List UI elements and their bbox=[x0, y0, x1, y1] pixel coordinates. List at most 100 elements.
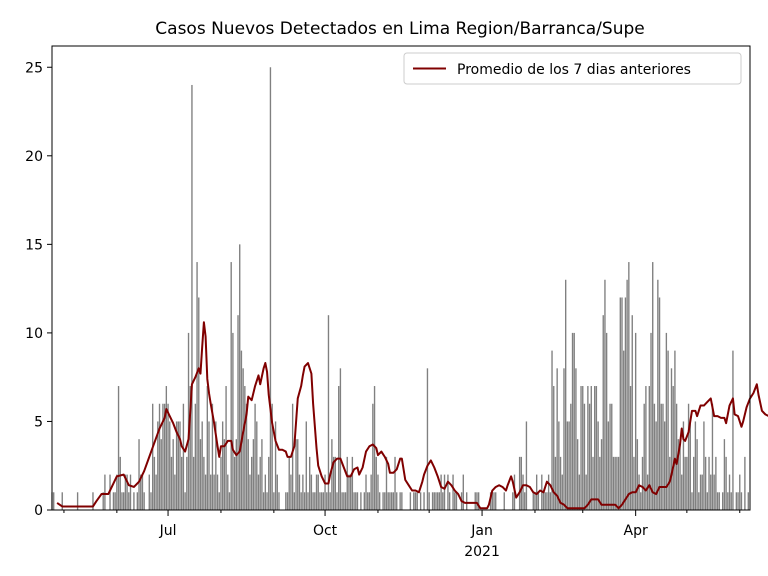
bar bbox=[414, 492, 417, 510]
bar bbox=[416, 492, 418, 510]
bar bbox=[623, 350, 625, 510]
bar bbox=[612, 456, 615, 510]
bar bbox=[128, 492, 130, 510]
bar bbox=[722, 492, 724, 510]
bar bbox=[568, 421, 570, 510]
bar bbox=[338, 386, 340, 510]
bar bbox=[525, 421, 528, 510]
bar bbox=[327, 315, 330, 510]
bar bbox=[626, 279, 628, 510]
bar bbox=[725, 456, 727, 510]
bar bbox=[372, 403, 374, 510]
bar bbox=[153, 456, 156, 510]
bar bbox=[739, 474, 741, 510]
bar bbox=[186, 456, 188, 510]
bar bbox=[187, 332, 190, 510]
bar bbox=[597, 421, 599, 510]
bar bbox=[634, 332, 637, 510]
bar bbox=[409, 492, 412, 510]
bar bbox=[273, 492, 275, 510]
bar bbox=[477, 492, 480, 510]
bar bbox=[426, 368, 429, 510]
bar bbox=[495, 492, 497, 510]
bar bbox=[140, 474, 142, 510]
bar bbox=[512, 492, 514, 510]
bar bbox=[343, 492, 345, 510]
bar bbox=[230, 262, 232, 510]
bar bbox=[324, 474, 326, 510]
bar bbox=[641, 456, 644, 510]
bar bbox=[360, 492, 362, 510]
bar bbox=[116, 474, 118, 510]
bar bbox=[290, 474, 292, 510]
bar bbox=[537, 492, 540, 510]
bar bbox=[155, 474, 157, 510]
bar bbox=[315, 474, 318, 510]
bar bbox=[455, 492, 458, 510]
bar bbox=[437, 492, 439, 510]
x-tick-year-label: 2021 bbox=[464, 544, 500, 560]
bar bbox=[322, 492, 325, 510]
bar bbox=[220, 456, 222, 510]
bar bbox=[256, 421, 258, 510]
bar bbox=[600, 439, 603, 510]
bar bbox=[728, 474, 731, 510]
bar bbox=[704, 456, 707, 510]
bar bbox=[518, 456, 521, 510]
bar bbox=[269, 67, 272, 510]
bar bbox=[580, 386, 582, 510]
bar bbox=[607, 421, 610, 510]
bar bbox=[175, 421, 178, 510]
bar bbox=[718, 492, 720, 510]
bar bbox=[571, 332, 574, 510]
bar bbox=[703, 421, 705, 510]
bar bbox=[233, 456, 236, 510]
bar bbox=[578, 474, 581, 510]
bar bbox=[588, 403, 591, 510]
bar bbox=[658, 297, 661, 510]
bar bbox=[235, 439, 237, 510]
bar bbox=[645, 386, 647, 510]
bar bbox=[346, 456, 348, 510]
bar bbox=[565, 279, 567, 510]
bar bbox=[206, 386, 208, 510]
bar bbox=[706, 492, 709, 510]
legend: Promedio de los 7 dias anteriores bbox=[403, 52, 742, 85]
bar bbox=[590, 386, 592, 510]
bar bbox=[559, 456, 562, 510]
bar bbox=[160, 439, 162, 510]
bar bbox=[356, 492, 359, 510]
bar bbox=[141, 474, 144, 510]
bar bbox=[636, 439, 639, 510]
bar bbox=[428, 492, 430, 510]
bar bbox=[261, 439, 263, 510]
bar bbox=[228, 492, 231, 510]
bar bbox=[334, 456, 336, 510]
bar bbox=[566, 421, 569, 510]
bar bbox=[314, 492, 316, 510]
bar bbox=[76, 492, 79, 510]
bar bbox=[249, 474, 251, 510]
bar bbox=[640, 492, 642, 510]
bar bbox=[122, 492, 125, 510]
bar bbox=[194, 403, 197, 510]
bar bbox=[653, 403, 656, 510]
bar bbox=[599, 456, 601, 510]
bar bbox=[208, 421, 210, 510]
bar bbox=[628, 262, 630, 510]
bar bbox=[554, 456, 557, 510]
bar bbox=[377, 474, 379, 510]
bar-series bbox=[51, 67, 749, 511]
bar bbox=[136, 492, 139, 510]
bar bbox=[291, 403, 294, 510]
bar bbox=[575, 368, 577, 510]
bar bbox=[655, 421, 657, 510]
bar bbox=[348, 474, 350, 510]
bar bbox=[708, 456, 710, 510]
bar bbox=[331, 439, 333, 510]
bar bbox=[244, 386, 246, 510]
bar bbox=[225, 386, 227, 510]
bar bbox=[172, 439, 174, 510]
bar bbox=[631, 315, 633, 510]
bar bbox=[181, 456, 183, 510]
